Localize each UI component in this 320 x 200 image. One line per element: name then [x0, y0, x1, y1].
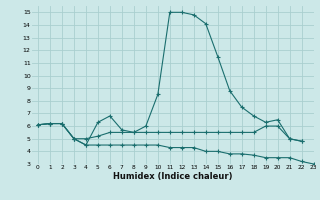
X-axis label: Humidex (Indice chaleur): Humidex (Indice chaleur) [113, 172, 233, 181]
